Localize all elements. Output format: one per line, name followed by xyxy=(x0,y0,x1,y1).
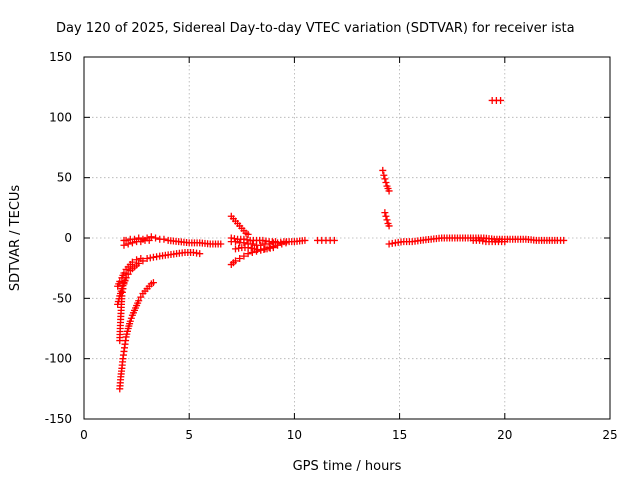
data-point xyxy=(137,255,145,263)
data-point xyxy=(122,236,130,244)
data-point xyxy=(119,285,127,293)
x-tick-label: 25 xyxy=(602,428,617,442)
series-seg-d xyxy=(114,255,145,290)
data-point xyxy=(240,252,248,260)
series-seg-p xyxy=(469,236,509,246)
data-point xyxy=(120,241,128,249)
data-point xyxy=(145,236,153,244)
series-seg-f xyxy=(120,236,153,249)
data-point xyxy=(120,269,128,277)
data-point xyxy=(128,239,136,247)
series-seg-l xyxy=(314,236,338,244)
axis-ticks xyxy=(83,56,611,420)
series-seg-g xyxy=(227,212,252,238)
x-tick-label: 5 xyxy=(185,428,193,442)
data-point xyxy=(301,236,309,244)
y-tick-label: 150 xyxy=(49,50,72,64)
data-point xyxy=(497,96,505,104)
data-point xyxy=(135,297,143,305)
series-seg-k xyxy=(231,244,277,254)
data-point xyxy=(127,314,135,322)
data-point xyxy=(269,244,277,252)
data-point xyxy=(382,212,390,220)
x-tick-label: 20 xyxy=(497,428,512,442)
data-point xyxy=(383,216,391,224)
data-point xyxy=(124,240,132,248)
y-tick-label: -150 xyxy=(45,412,72,426)
data-point xyxy=(152,234,160,242)
data-point xyxy=(196,250,204,258)
data-point xyxy=(244,250,252,258)
data-point xyxy=(231,257,239,265)
data-point xyxy=(560,236,568,244)
y-tick-label: 100 xyxy=(49,110,72,124)
data-point xyxy=(128,258,136,266)
x-tick-label: 10 xyxy=(287,428,302,442)
data-point xyxy=(381,175,389,183)
data-point xyxy=(217,240,225,248)
data-point xyxy=(248,240,256,248)
x-axis-label: GPS time / hours xyxy=(293,459,402,474)
data-point xyxy=(116,277,124,285)
data-point xyxy=(124,270,132,278)
data-point xyxy=(385,187,393,195)
data-points xyxy=(114,96,568,393)
chart-title: Day 120 of 2025, Sidereal Day-to-day VTE… xyxy=(56,21,575,36)
data-point xyxy=(501,238,509,246)
y-axis-label: SDTVAR / TECUs xyxy=(8,185,23,292)
data-point xyxy=(271,238,279,246)
data-point xyxy=(137,238,145,246)
data-point xyxy=(160,235,168,243)
data-point xyxy=(236,255,244,263)
series-seg-j xyxy=(227,234,279,246)
data-point xyxy=(126,317,134,325)
data-point xyxy=(135,234,143,242)
data-point xyxy=(380,171,388,179)
data-point xyxy=(248,248,256,256)
series-seg-q xyxy=(488,96,505,104)
data-point xyxy=(135,259,143,267)
series-seg-m xyxy=(379,166,393,195)
series-seg-a xyxy=(116,279,157,393)
y-tick-label: -100 xyxy=(45,352,72,366)
data-point xyxy=(244,230,252,238)
series-seg-n xyxy=(381,209,393,230)
y-tick-label: 0 xyxy=(64,231,72,245)
data-point xyxy=(133,256,141,264)
y-tick-labels: -150 -100 -50 0 50 100 150 xyxy=(45,50,72,426)
data-point xyxy=(137,293,145,301)
data-point xyxy=(147,233,155,241)
x-tick-labels: 0 5 10 15 20 25 xyxy=(80,428,617,442)
data-point xyxy=(382,178,390,186)
data-point xyxy=(330,236,338,244)
series-seg-c xyxy=(116,274,130,345)
y-tick-label: -50 xyxy=(52,291,72,305)
data-point xyxy=(381,209,389,217)
x-tick-label: 0 xyxy=(80,428,88,442)
data-point xyxy=(379,166,387,174)
y-tick-label: 50 xyxy=(57,171,72,185)
data-point xyxy=(385,222,393,230)
x-tick-label: 15 xyxy=(392,428,407,442)
data-point xyxy=(149,279,157,287)
